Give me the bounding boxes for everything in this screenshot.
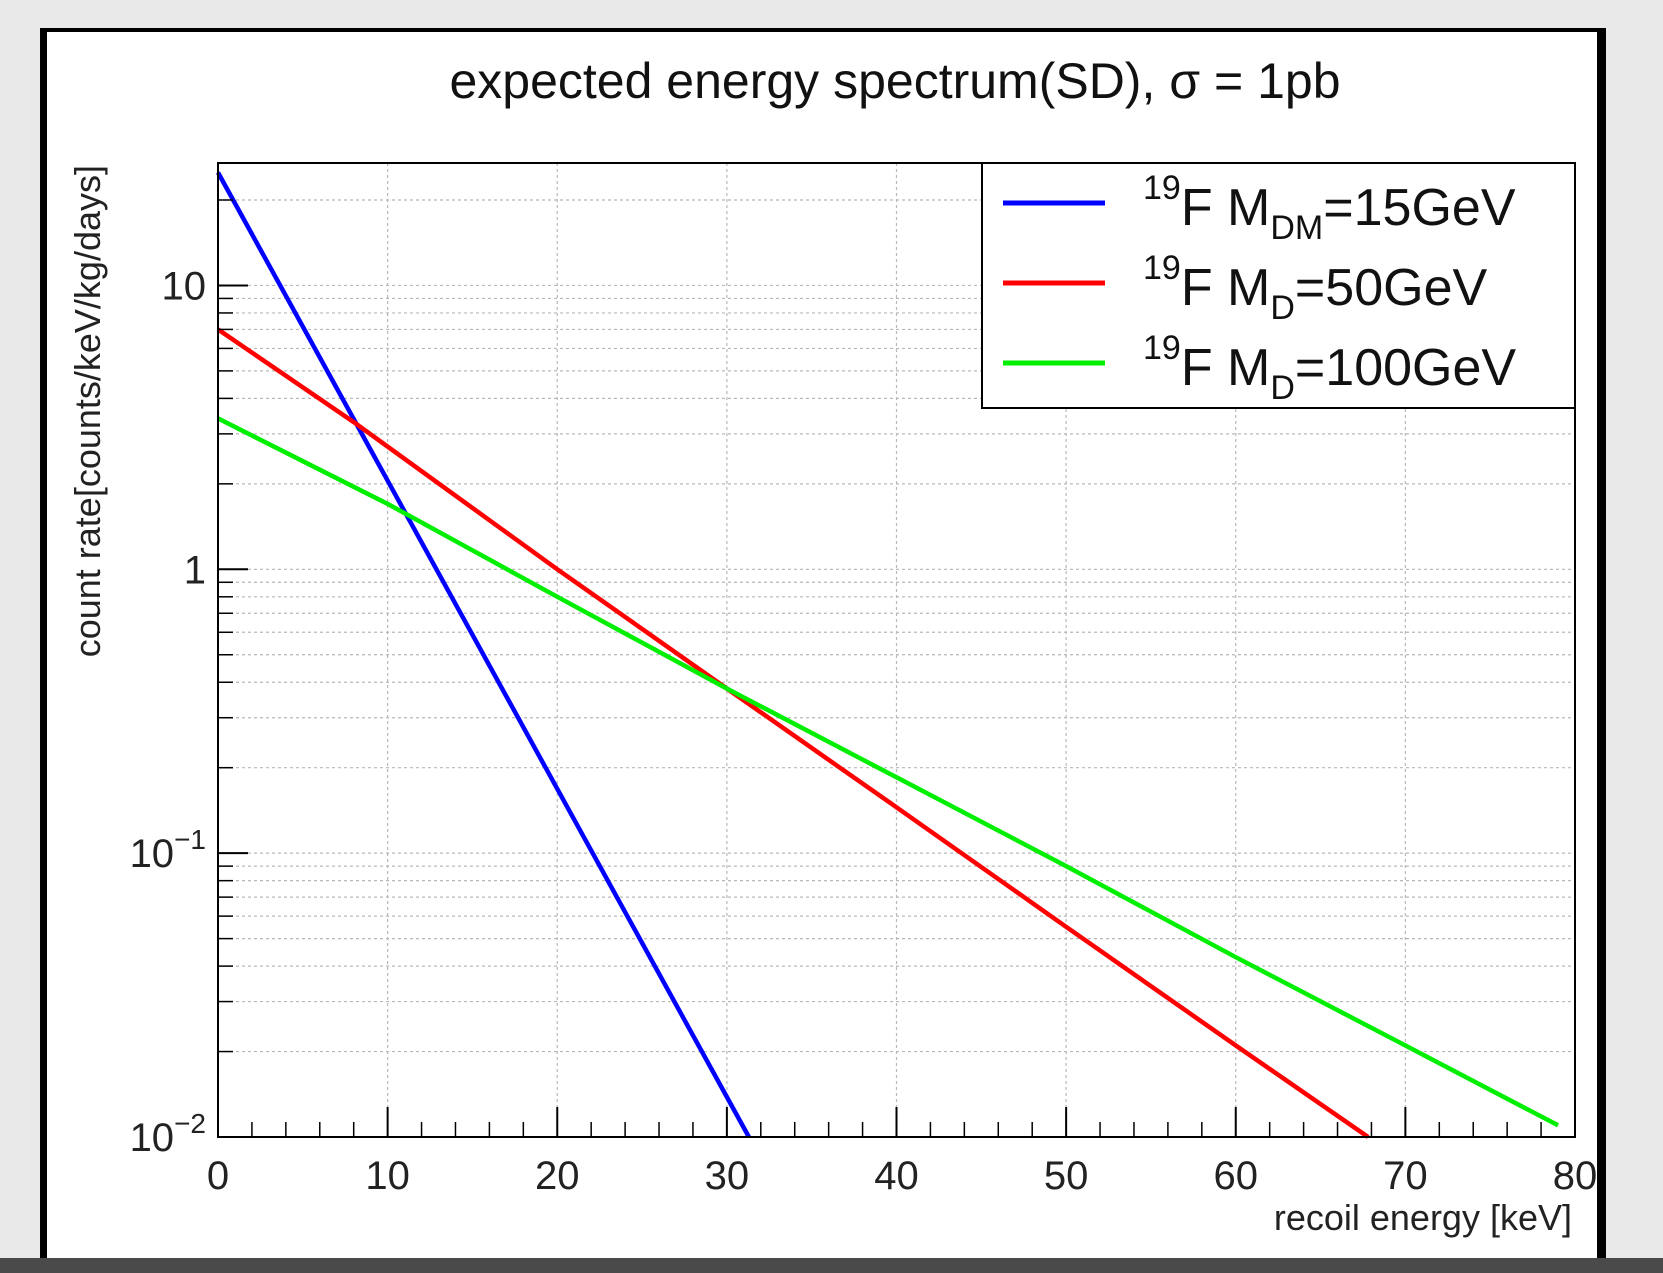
axes: 0 10 20 30 40 50 60 70 80 10 1 10−1 10−2 (130, 199, 1598, 1198)
legend-label-2: 19F MD=50GeV (1143, 249, 1487, 327)
series-line-3 (216, 416, 1560, 1128)
series-line-2 (216, 327, 1370, 1139)
series-line-1 (216, 171, 751, 1139)
x-tick-label: 80 (1553, 1154, 1598, 1198)
x-axis-label: recoil energy [keV] (1274, 1197, 1572, 1238)
x-tick-label: 50 (1044, 1154, 1089, 1198)
series-group (216, 171, 1560, 1139)
y-tick-label: 10−2 (130, 1108, 206, 1160)
legend-label-3: 19F MD=100GeV (1143, 329, 1516, 407)
chart-title: expected energy spectrum(SD), σ = 1pb (449, 53, 1340, 109)
x-tick-label: 30 (705, 1154, 750, 1198)
x-tick-label: 70 (1383, 1154, 1428, 1198)
bottom-border (0, 1258, 1663, 1273)
y-tick-label: 10−1 (130, 824, 206, 876)
x-tick-label: 40 (874, 1154, 919, 1198)
x-tick-label: 20 (535, 1154, 580, 1198)
x-tick-label: 10 (365, 1154, 410, 1198)
legend-label-1: 19F MDM=15GeV (1143, 169, 1516, 247)
x-tick-label: 60 (1214, 1154, 1259, 1198)
y-tick-label: 1 (184, 548, 206, 592)
x-tick-label: 0 (207, 1154, 229, 1198)
y-tick-label: 10 (162, 264, 207, 308)
y-axis-label: count rate[counts/keV/kg/days] (67, 165, 108, 657)
